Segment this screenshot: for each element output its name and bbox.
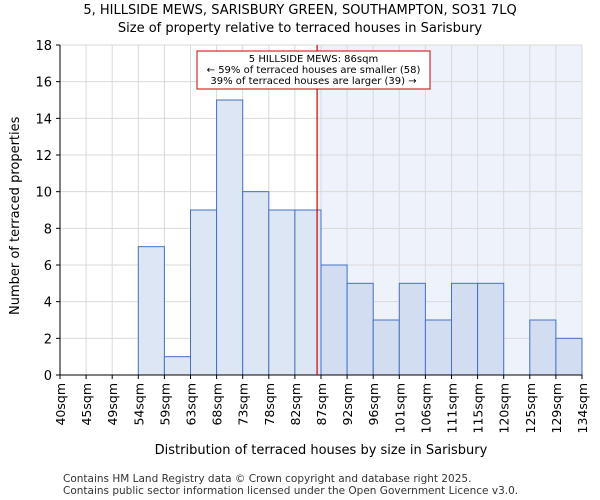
y-tick-label: 18	[35, 39, 52, 54]
y-tick-label: 8	[44, 222, 52, 237]
chart-title-line2: Size of property relative to terraced ho…	[117, 21, 483, 36]
bar	[137, 246, 165, 376]
bar	[190, 209, 218, 376]
x-tick-label: 134sqm	[575, 383, 590, 433]
y-tick-label: 16	[35, 76, 52, 91]
bar	[320, 264, 348, 376]
y-tick-label: 4	[44, 296, 52, 311]
x-tick-label: 54sqm	[131, 383, 146, 426]
x-tick-label: 106sqm	[418, 383, 433, 433]
bar	[529, 319, 557, 376]
x-tick-label: 59sqm	[157, 383, 172, 426]
y-tick-label: 2	[44, 332, 52, 347]
bar	[424, 319, 452, 376]
chart-title-line1: 5, HILLSIDE MEWS, SARISBURY GREEN, SOUTH…	[83, 3, 517, 18]
bar	[555, 337, 583, 376]
x-tick-label: 49sqm	[105, 383, 120, 426]
y-tick-label: 6	[44, 259, 52, 274]
x-tick-label: 129sqm	[549, 383, 564, 433]
annotation-line: 39% of terraced houses are larger (39) →	[210, 76, 416, 87]
annotation-box	[196, 50, 431, 90]
x-tick-label: 68sqm	[210, 383, 225, 426]
bar	[346, 282, 374, 376]
bar	[477, 282, 505, 376]
bar	[268, 209, 296, 376]
x-tick-label: 45sqm	[79, 383, 94, 426]
annotation-line: ← 59% of terraced houses are smaller (58…	[207, 65, 421, 76]
y-tick-label: 0	[44, 369, 52, 384]
x-tick-label: 115sqm	[471, 383, 486, 433]
x-tick-label: 96sqm	[366, 383, 381, 426]
x-tick-label: 63sqm	[184, 383, 199, 426]
bar	[242, 191, 270, 376]
bar	[372, 319, 400, 376]
x-tick-label: 87sqm	[314, 383, 329, 426]
x-tick-label: 92sqm	[340, 383, 355, 426]
x-tick-label: 82sqm	[288, 383, 303, 426]
annotation-line: 5 HILLSIDE MEWS: 86sqm	[249, 54, 378, 65]
y-axis-label: Number of terraced properties	[8, 116, 23, 315]
x-tick-label: 120sqm	[497, 383, 512, 433]
x-tick-label: 101sqm	[392, 383, 407, 433]
x-tick-label: 73sqm	[236, 383, 251, 426]
bar	[451, 282, 479, 376]
y-tick-label: 14	[35, 112, 52, 127]
x-axis-label: Distribution of terraced houses by size …	[154, 443, 488, 458]
x-tick-label: 40sqm	[53, 383, 68, 426]
bar	[163, 356, 191, 376]
y-tick-label: 10	[35, 186, 52, 201]
footer-line2: Contains public sector information licen…	[63, 485, 519, 497]
x-tick-label: 111sqm	[445, 383, 460, 433]
footer-line1: Contains HM Land Registry data © Crown c…	[63, 473, 472, 485]
y-tick-label: 12	[35, 149, 52, 164]
bar	[398, 282, 426, 376]
x-tick-label: 78sqm	[262, 383, 277, 426]
bar	[216, 99, 244, 376]
x-tick-label: 125sqm	[523, 383, 538, 433]
